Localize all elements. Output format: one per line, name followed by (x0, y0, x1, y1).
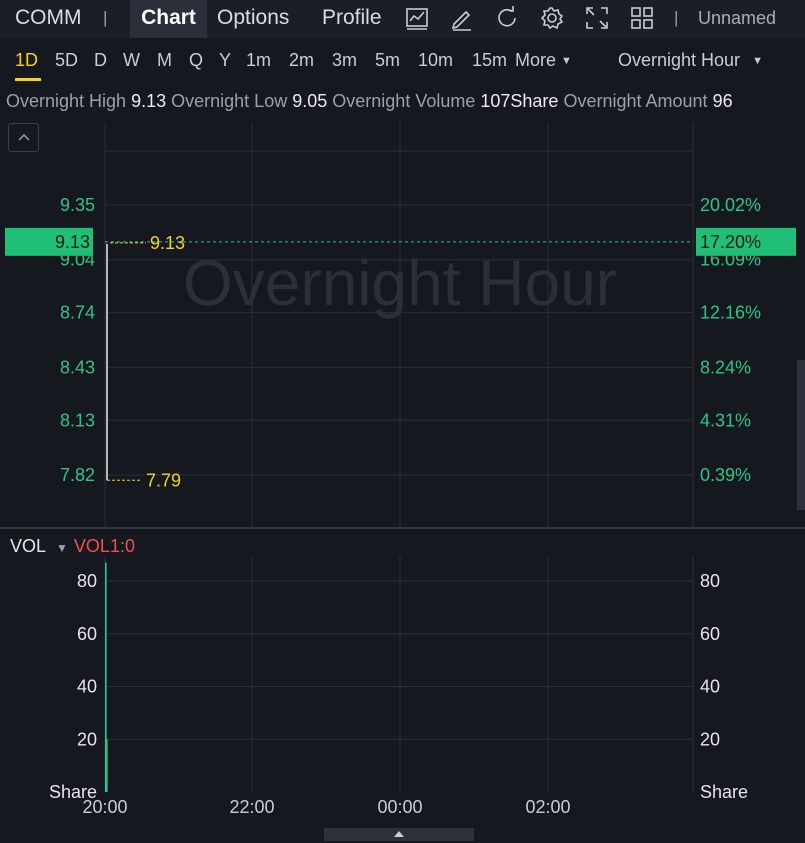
timeframe-10m[interactable]: 10m (418, 50, 454, 70)
more-label: More (515, 50, 557, 70)
session-dropdown[interactable]: Overnight Hour ▼ (618, 50, 763, 71)
more-caret-icon: ▼ (561, 55, 572, 67)
current-price-value: 9.13 (55, 232, 90, 252)
collapse-button[interactable] (8, 123, 39, 152)
high-marker-label: 9.13 (150, 233, 185, 253)
timeframe-y[interactable]: Y (219, 50, 232, 70)
watermark-text: Overnight Hour (183, 247, 617, 319)
timeframe-m[interactable]: M (157, 50, 172, 70)
price-tick-label: 8.74 (60, 303, 95, 323)
volume-tick-label-right: 80 (700, 571, 720, 591)
timeframe-15m[interactable]: 15m (472, 50, 508, 70)
timeframe-5m[interactable]: 5m (375, 50, 401, 70)
volume-tick-label-right: 40 (700, 677, 720, 697)
high-label: Overnight High (6, 91, 127, 111)
overnight-stats: Overnight High 9.13 Overnight Low 9.05 O… (6, 91, 733, 112)
volume-caret-icon[interactable]: ▼ (56, 541, 68, 555)
price-tick-label: 9.35 (60, 195, 95, 215)
layout-separator: | (674, 8, 679, 27)
layout-name[interactable]: Unnamed (698, 8, 777, 28)
timeframe-bar: 1D 5D D W M Q Y 1m 2m 3m 5m 10m 15m More… (0, 38, 805, 84)
bottom-panel-handle[interactable] (324, 828, 474, 841)
volume-tick-label-left: 60 (77, 624, 97, 644)
volume-indicator-value: VOL1:0 (73, 536, 135, 556)
tab-profile[interactable]: Profile (322, 6, 382, 29)
volume-unit-left: Share (49, 782, 97, 802)
timeframe-3m[interactable]: 3m (332, 50, 358, 70)
timeframe-1d[interactable]: 1D (15, 50, 39, 70)
volume-bar (105, 562, 107, 792)
amount-label: Overnight Amount (563, 91, 708, 111)
side-panel-handle[interactable] (797, 360, 805, 510)
volume-tick-label-right: 60 (700, 624, 720, 644)
indicator-icon[interactable] (404, 5, 430, 31)
volume-tick-label-left: 80 (77, 571, 97, 591)
chevron-up-icon (18, 133, 30, 141)
low-label: Overnight Low (171, 91, 288, 111)
percent-tick-label: 12.16% (700, 303, 761, 323)
percent-tick-label: 20.02% (700, 195, 761, 215)
left-price-axis: 9.359.048.748.438.137.82 (60, 195, 95, 485)
volume-unit-right: Share (700, 782, 748, 802)
symbol-separator: | (103, 8, 108, 27)
chart-marks: 9.13 17.20% 9.13 7.79 (5, 227, 796, 792)
top-bar: COMM | Chart Options Profile | Unnamed (0, 0, 805, 38)
layout-grid-icon[interactable] (629, 5, 655, 31)
tab-chart[interactable]: Chart (130, 0, 207, 38)
refresh-icon[interactable] (494, 5, 520, 31)
settings-icon[interactable] (539, 5, 565, 31)
volume-header: VOL ▼ VOL1:0 (10, 536, 135, 557)
timeframe-2m[interactable]: 2m (289, 50, 315, 70)
low-value: 9.05 (292, 91, 328, 111)
price-tick-label: 7.82 (60, 465, 95, 485)
time-axis: 20:00 22:00 00:00 02:00 (82, 797, 570, 817)
current-change-value: 17.20% (700, 232, 761, 252)
percent-tick-label: 8.24% (700, 357, 751, 377)
volume-tick-label-left: 20 (77, 729, 97, 749)
volume-value: 107Share (480, 91, 559, 111)
session-label: Overnight Hour (618, 50, 741, 70)
current-price-badge (5, 227, 93, 256)
symbol-label[interactable]: COMM (15, 6, 82, 29)
current-change-badge (696, 227, 796, 256)
high-value: 9.13 (131, 91, 167, 111)
volume-axis: 80 80 60 60 40 40 20 20 Share Share (49, 571, 748, 802)
volume-indicator-label[interactable]: VOL (10, 536, 47, 556)
price-tick-label: 8.13 (60, 410, 95, 430)
time-tick-label: 22:00 (229, 797, 274, 817)
timeframe-1m[interactable]: 1m (246, 50, 272, 70)
percent-tick-label: 0.39% (700, 465, 751, 485)
time-tick-label: 20:00 (82, 797, 127, 817)
price-tick-label: 8.43 (60, 357, 95, 377)
active-timeframe-indicator (15, 78, 41, 81)
volume-tick-label-right: 20 (700, 729, 720, 749)
caret-up-icon (394, 831, 404, 837)
timeframe-d[interactable]: D (94, 50, 107, 70)
volume-label: Overnight Volume (332, 91, 476, 111)
low-marker-label: 7.79 (146, 470, 181, 490)
fullscreen-icon[interactable] (584, 5, 610, 31)
volume-bar (106, 739, 108, 792)
time-tick-label: 02:00 (525, 797, 570, 817)
amount-value: 96 (712, 91, 733, 111)
session-caret-icon: ▼ (752, 55, 763, 67)
tab-options[interactable]: Options (217, 6, 290, 29)
volume-tick-label-left: 40 (77, 677, 97, 697)
more-dropdown[interactable]: More ▼ (515, 50, 572, 71)
time-tick-label: 00:00 (377, 797, 422, 817)
timeframe-5d[interactable]: 5D (55, 50, 79, 70)
percent-tick-label: 4.31% (700, 410, 751, 430)
timeframe-w[interactable]: W (123, 50, 140, 70)
draw-icon[interactable] (449, 5, 475, 31)
chart-grid (0, 122, 805, 793)
timeframe-q[interactable]: Q (189, 50, 204, 70)
